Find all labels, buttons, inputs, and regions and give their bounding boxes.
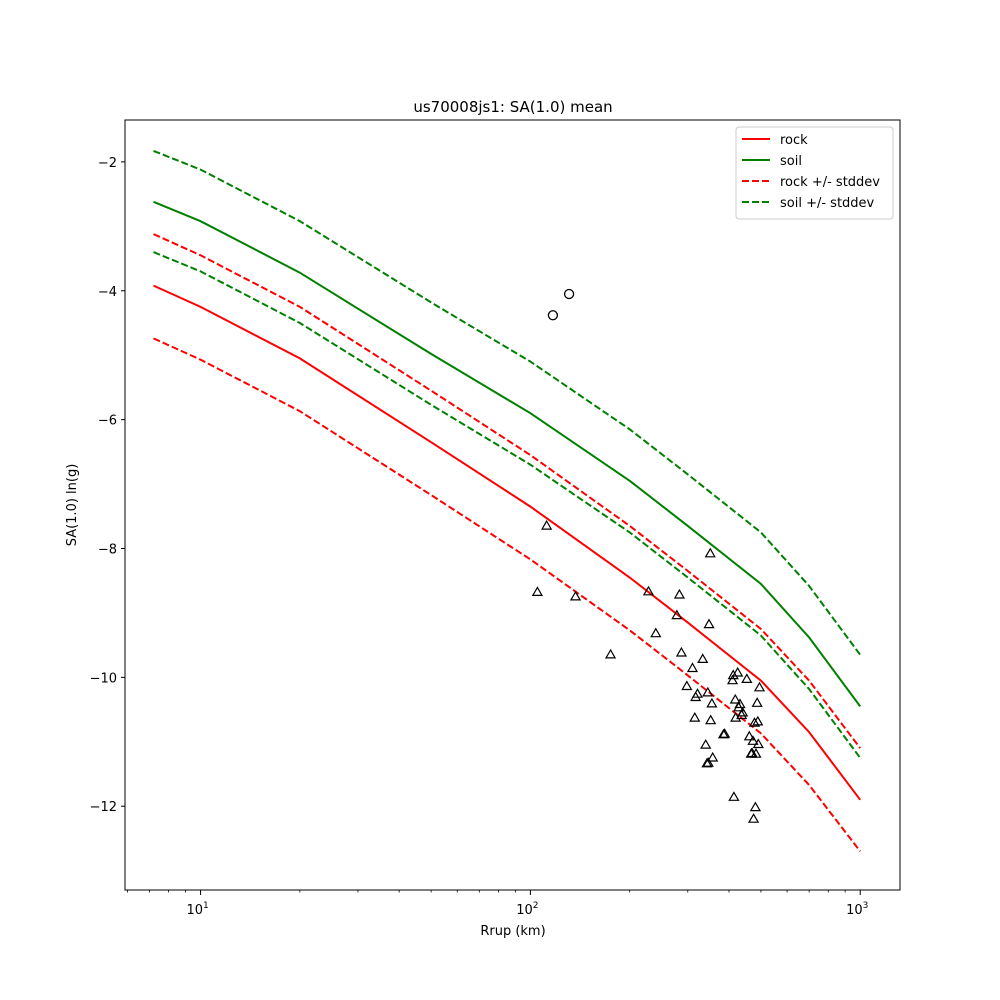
triangle-point-31 <box>732 666 744 677</box>
x-tick-label-2: 103 <box>846 901 868 918</box>
triangle-point-28 <box>728 791 740 801</box>
triangle-point-19 <box>703 618 715 629</box>
x-tick-label-0: 101 <box>186 901 208 918</box>
triangle-point-17 <box>702 686 714 697</box>
series-line-4 <box>153 149 862 656</box>
y-axis: −2 −4 −6 −8 −10 −12 <box>90 156 125 815</box>
x-axis: 101 102 103 <box>127 890 868 918</box>
legend-box <box>735 126 894 220</box>
legend-label-0: rock <box>780 133 808 148</box>
legend: rock soil rock +/- stddev soil +/- stddev <box>735 126 894 220</box>
plot-frame <box>124 119 901 891</box>
triangle-point-5 <box>650 627 662 638</box>
legend-label-1: soil <box>780 154 802 169</box>
series-line-0 <box>153 284 861 801</box>
triangle-point-22 <box>706 697 718 708</box>
triangle-point-8 <box>675 646 688 657</box>
triangle-point-21 <box>705 714 717 725</box>
series-line-1 <box>153 200 862 707</box>
series-line-5 <box>153 251 862 759</box>
series-line-3 <box>153 337 861 852</box>
y-tick-label-3: −8 <box>98 542 117 557</box>
triangle-point-45 <box>751 697 763 707</box>
triangle-point-41 <box>747 813 760 823</box>
triangle-point-37 <box>743 730 755 741</box>
triangle-point-9 <box>681 680 693 691</box>
triangle-point-46 <box>752 715 764 726</box>
triangle-point-44 <box>750 747 762 758</box>
y-tick-label-0: −2 <box>98 156 117 171</box>
circle-point-1 <box>563 288 575 300</box>
triangle-point-29 <box>729 693 741 704</box>
triangle-point-4 <box>642 585 655 596</box>
series-line-2 <box>153 233 861 749</box>
triangle-point-1 <box>541 519 553 530</box>
y-tick-label-5: −12 <box>90 800 117 815</box>
triangle-point-0 <box>531 586 544 597</box>
y-tick-label-4: −10 <box>90 671 117 686</box>
triangle-point-2 <box>569 590 582 601</box>
triangle-point-27 <box>727 669 739 680</box>
plot-area <box>153 149 862 852</box>
triangle-point-43 <box>749 801 762 812</box>
triangle-point-3 <box>604 648 617 659</box>
triangle-point-7 <box>673 588 686 599</box>
triangle-point-36 <box>741 673 753 684</box>
triangle-point-48 <box>753 681 766 692</box>
triangle-point-26 <box>726 674 739 685</box>
legend-label-2: rock +/- stddev <box>780 175 880 190</box>
triangle-point-18 <box>702 757 714 767</box>
x-axis-label: Rrup (km) <box>480 924 545 939</box>
x-tick-label-1: 102 <box>516 901 538 918</box>
triangle-point-11 <box>689 711 701 722</box>
triangle-point-40 <box>747 735 759 745</box>
chart-title: us70008js1: SA(1.0) mean <box>413 98 612 116</box>
triangle-point-23 <box>707 751 719 762</box>
triangle-point-12 <box>690 691 702 702</box>
circle-point-0 <box>547 310 559 321</box>
triangle-point-20 <box>704 547 716 558</box>
triangle-point-25 <box>719 728 731 738</box>
y-axis-label: SA(1.0) ln(g) <box>65 464 80 547</box>
triangle-point-42 <box>748 717 761 727</box>
triangle-point-10 <box>686 662 699 673</box>
legend-label-3: soil +/- stddev <box>780 196 875 211</box>
triangle-point-15 <box>700 739 712 749</box>
triangle-point-35 <box>737 706 749 717</box>
triangle-point-6 <box>671 609 683 620</box>
triangle-point-14 <box>697 653 709 664</box>
y-tick-label-2: −6 <box>98 414 117 429</box>
triangle-point-13 <box>691 688 704 698</box>
triangle-point-33 <box>734 698 746 709</box>
y-tick-label-1: −4 <box>98 285 117 300</box>
triangle-point-47 <box>752 738 764 749</box>
